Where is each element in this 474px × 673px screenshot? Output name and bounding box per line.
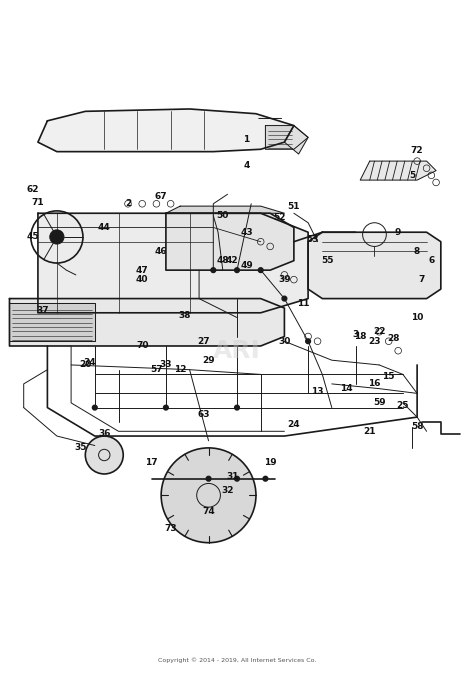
Circle shape xyxy=(206,476,211,481)
Text: 71: 71 xyxy=(32,199,44,207)
Polygon shape xyxy=(360,161,436,180)
Text: 40: 40 xyxy=(136,275,148,284)
Text: 19: 19 xyxy=(264,458,276,466)
Circle shape xyxy=(258,268,263,273)
Circle shape xyxy=(235,268,239,273)
Circle shape xyxy=(282,296,287,301)
Text: 53: 53 xyxy=(307,235,319,244)
Text: 49: 49 xyxy=(240,261,253,270)
Text: 14: 14 xyxy=(340,384,352,393)
Text: 7: 7 xyxy=(419,275,425,284)
Text: 29: 29 xyxy=(202,356,215,365)
Text: 24: 24 xyxy=(288,420,300,429)
Text: 9: 9 xyxy=(395,227,401,237)
Text: 15: 15 xyxy=(383,372,395,382)
Circle shape xyxy=(235,405,239,410)
Text: 39: 39 xyxy=(278,275,291,284)
Text: 50: 50 xyxy=(217,211,229,220)
Polygon shape xyxy=(166,206,284,213)
Text: 6: 6 xyxy=(428,256,435,265)
Text: 27: 27 xyxy=(198,336,210,346)
Polygon shape xyxy=(9,299,284,346)
Text: 11: 11 xyxy=(297,299,310,308)
Text: 30: 30 xyxy=(278,336,291,346)
Circle shape xyxy=(50,230,64,244)
Text: 2: 2 xyxy=(125,199,131,208)
Circle shape xyxy=(235,476,239,481)
Text: 73: 73 xyxy=(164,524,177,533)
Text: 67: 67 xyxy=(155,192,167,201)
Circle shape xyxy=(92,405,97,410)
Polygon shape xyxy=(38,109,294,151)
Text: 13: 13 xyxy=(311,386,324,396)
Circle shape xyxy=(164,405,168,410)
Polygon shape xyxy=(265,126,308,149)
Circle shape xyxy=(263,476,268,481)
Text: 18: 18 xyxy=(354,332,366,341)
Circle shape xyxy=(211,268,216,273)
Text: 72: 72 xyxy=(411,146,423,155)
Text: 46: 46 xyxy=(155,247,167,256)
Text: 10: 10 xyxy=(411,313,423,322)
Text: 25: 25 xyxy=(397,400,409,410)
Text: 47: 47 xyxy=(136,266,148,275)
Text: 55: 55 xyxy=(321,256,333,265)
Text: 57: 57 xyxy=(150,365,163,374)
Text: 45: 45 xyxy=(27,232,39,242)
Text: 1: 1 xyxy=(243,135,250,144)
Text: 23: 23 xyxy=(368,336,381,346)
Text: 4: 4 xyxy=(243,162,250,170)
Text: Copyright © 2014 - 2019, All Internet Services Co.: Copyright © 2014 - 2019, All Internet Se… xyxy=(158,658,316,663)
Text: 52: 52 xyxy=(273,213,286,223)
Text: 70: 70 xyxy=(136,341,148,351)
Text: 63: 63 xyxy=(198,411,210,419)
Text: 33: 33 xyxy=(160,361,172,369)
Text: 17: 17 xyxy=(146,458,158,466)
Polygon shape xyxy=(9,304,95,341)
Text: 16: 16 xyxy=(368,380,381,388)
Polygon shape xyxy=(284,126,308,154)
Text: 8: 8 xyxy=(414,247,420,256)
Text: 36: 36 xyxy=(98,429,110,438)
Polygon shape xyxy=(308,232,441,299)
Text: 44: 44 xyxy=(98,223,110,232)
Polygon shape xyxy=(38,213,308,313)
Text: ARI: ARI xyxy=(213,339,261,363)
Text: 12: 12 xyxy=(174,365,186,374)
Circle shape xyxy=(306,339,310,344)
Polygon shape xyxy=(166,213,294,270)
Text: 48: 48 xyxy=(217,256,229,265)
Text: 21: 21 xyxy=(364,427,376,436)
Text: 20: 20 xyxy=(79,361,91,369)
Text: 59: 59 xyxy=(373,398,385,407)
Circle shape xyxy=(86,437,122,473)
Text: 22: 22 xyxy=(373,327,385,336)
Text: 38: 38 xyxy=(179,311,191,320)
Text: 42: 42 xyxy=(226,256,238,265)
Text: 32: 32 xyxy=(221,486,234,495)
Text: 62: 62 xyxy=(27,185,39,194)
Text: 34: 34 xyxy=(84,358,96,367)
Text: 31: 31 xyxy=(226,472,238,481)
Text: 28: 28 xyxy=(387,334,400,343)
Text: 35: 35 xyxy=(74,444,87,452)
Text: 58: 58 xyxy=(411,422,423,431)
Text: 37: 37 xyxy=(36,306,49,315)
Circle shape xyxy=(162,449,255,542)
Text: 3: 3 xyxy=(352,330,359,339)
Text: 51: 51 xyxy=(288,202,300,211)
Text: 43: 43 xyxy=(240,227,253,237)
Text: 74: 74 xyxy=(202,507,215,516)
Text: 5: 5 xyxy=(409,171,416,180)
